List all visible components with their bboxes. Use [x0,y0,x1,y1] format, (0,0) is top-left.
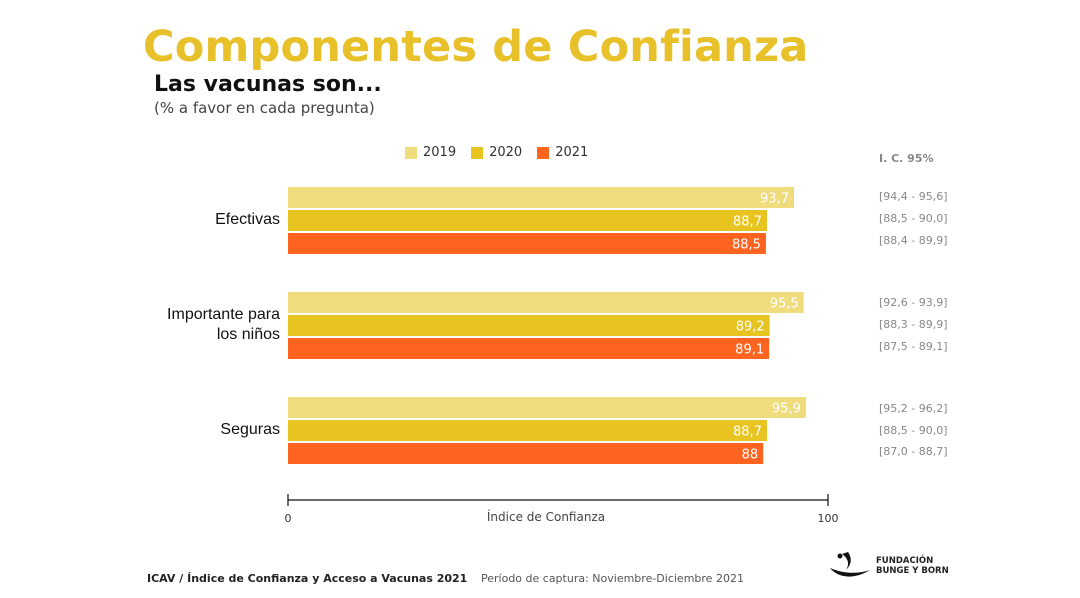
bar-label-importante-2020: 89,2 [736,320,765,335]
category-label-seguras: Seguras [220,421,280,438]
bar-label-importante-2019: 95,5 [770,297,799,312]
ci-importante-2021: [87,5 - 89,1] [879,340,948,353]
bar-label-efectivas-2021: 88,5 [732,238,761,253]
footer-source: ICAV / Índice de Confianza y Acceso a Va… [147,572,468,585]
bar-label-efectivas-2019: 93,7 [760,192,789,207]
ci-seguras-2019: [95,2 - 96,2] [879,402,948,415]
category-label-efectivas: Efectivas [215,211,280,228]
bar-label-efectivas-2020: 88,7 [733,215,762,230]
chart-title: Componentes de Confianza [143,22,809,72]
legend-item-2020: 2020 [471,145,522,160]
category-label-importante: Importante para los niños [167,306,280,343]
legend-swatch-2019 [405,146,417,159]
bird-icon [830,552,870,577]
x-tick-label-0: 0 [285,512,292,525]
bar-label-seguras-2019: 95,9 [772,402,801,417]
bar-efectivas-2020 [288,210,767,231]
footer-period: Período de captura: Noviembre-Diciembre … [481,572,744,585]
ci-importante-2020: [88,3 - 89,9] [879,318,948,331]
x-tick-label-100: 100 [818,512,839,525]
ci-importante-2019: [92,6 - 93,9] [879,296,948,309]
chart-note: (% a favor en cada pregunta) [154,99,375,117]
legend-label-2019: 2019 [423,145,457,160]
bar-efectivas-2019 [288,187,794,208]
x-axis-label: Índice de Confianza [487,509,605,524]
bar-seguras-2021 [288,443,764,464]
ci-seguras-2021: [87,0 - 88,7] [879,445,948,458]
ci-efectivas-2020: [88,5 - 90,0] [879,212,948,225]
bar-importante-2019 [288,292,804,313]
logo-line-1: FUNDACIÓN [876,556,934,566]
fundacion-logo: FUNDACIÓN BUNGE Y BORN [828,550,949,582]
bar-importante-2021 [288,338,770,359]
bar-seguras-2019 [288,397,806,418]
legend-label-2021: 2021 [555,145,589,160]
legend-swatch-2021 [537,146,550,159]
bar-seguras-2020 [288,420,767,441]
ci-efectivas-2019: [94,4 - 95,6] [879,190,948,203]
legend-item-2019: 2019 [405,145,456,160]
bar-importante-2020 [288,315,770,336]
ci-seguras-2020: [88,5 - 90,0] [879,424,948,437]
bar-label-seguras-2021: 88 [742,448,759,463]
bar-label-seguras-2020: 88,7 [733,425,762,440]
ci-header: I. C. 95% [879,152,934,165]
logo-line-2: BUNGE Y BORN [876,566,949,576]
legend-swatch-2020 [471,146,484,159]
bar-label-importante-2021: 89,1 [735,343,764,358]
legend-item-2021: 2021 [537,145,588,160]
bar-efectivas-2021 [288,233,766,254]
chart-subtitle: Las vacunas son... [154,72,382,97]
legend: 2019 2020 2021 [405,145,588,160]
ci-efectivas-2021: [88,4 - 89,9] [879,234,948,247]
legend-label-2020: 2020 [489,145,523,160]
